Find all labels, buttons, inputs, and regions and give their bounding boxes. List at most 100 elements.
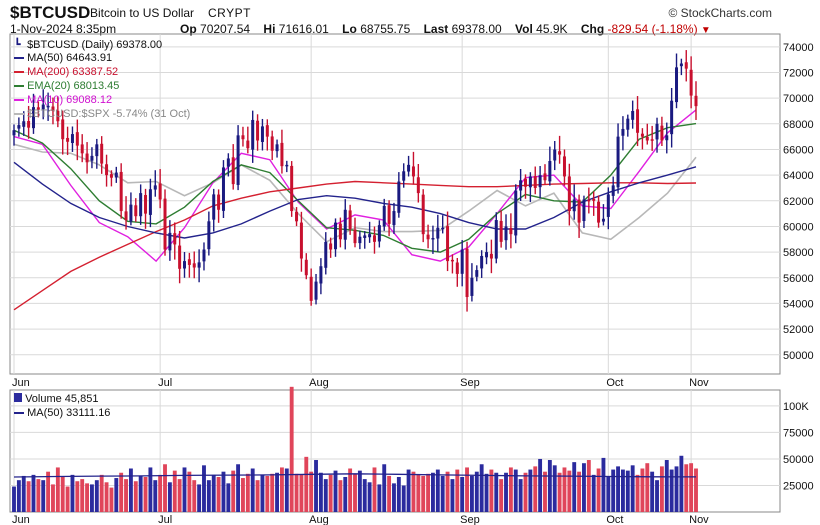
candle (70, 126, 74, 152)
volume-bar (85, 483, 90, 512)
price-tick-label: 58000 (783, 247, 814, 259)
volume-bar (572, 462, 577, 512)
candle-body (158, 183, 162, 200)
candle-body (51, 106, 55, 111)
candle (597, 195, 601, 228)
volume-bar (148, 467, 153, 512)
candle (265, 119, 269, 151)
candle-body (36, 107, 40, 110)
candle (465, 241, 469, 312)
candle-body (494, 220, 498, 259)
last-value: 69378.00 (451, 22, 502, 36)
candle (197, 249, 201, 283)
volume-bar (528, 469, 533, 512)
candle (105, 154, 109, 187)
candle-body (650, 139, 654, 141)
candle-body (543, 173, 547, 181)
candle-body (270, 136, 274, 151)
indicator-lines (13, 109, 697, 311)
volume-bar (270, 473, 275, 512)
line-swatch-icon (14, 412, 24, 415)
volume-x-tick-label: Jun (12, 514, 30, 525)
candle (100, 136, 104, 174)
open-label: Op (180, 22, 197, 36)
x-tick-label: Sep (460, 377, 480, 389)
candle (504, 214, 508, 250)
volume-bar (377, 484, 382, 512)
candle (582, 195, 586, 228)
candle (212, 188, 216, 232)
volume-bar (104, 482, 109, 512)
volume-bar (679, 455, 684, 512)
high-label: Hi (263, 22, 276, 36)
candle (421, 189, 425, 243)
candle (577, 194, 581, 238)
candle (75, 119, 79, 161)
vol-value: 45.9K (536, 22, 568, 36)
candle-body (431, 238, 435, 240)
symbol: $BTCUSD (10, 3, 91, 22)
volume-bar (26, 481, 31, 512)
candle-body (601, 218, 605, 222)
candle (660, 116, 664, 147)
legend-ma50: MA(50) 64643.91 (14, 52, 112, 64)
candle-body (689, 69, 693, 96)
candle (114, 166, 118, 183)
x-tick-label: Aug (309, 377, 329, 389)
legend-spx-text: $BTCUSD:$SPX -5.74% (31 Oct) (27, 108, 191, 120)
volume-bar (547, 460, 552, 512)
candle (426, 224, 430, 249)
datetime: 1-Nov-2024 8:35pm (10, 22, 117, 36)
volume-bar (245, 473, 250, 512)
candle-body (100, 143, 104, 164)
candle (280, 129, 284, 174)
volume-bar (133, 481, 138, 512)
candle-body (80, 144, 84, 154)
candle (455, 257, 459, 287)
volume-bar (143, 476, 148, 512)
candle-body (260, 126, 264, 142)
candle (51, 97, 55, 125)
volume-bar (206, 480, 211, 512)
candle-body (621, 128, 625, 136)
volume-bar (455, 469, 460, 512)
candle-body (290, 165, 294, 212)
candle-body (694, 95, 698, 107)
volume-ma50-line (13, 473, 697, 478)
candle-body (168, 232, 172, 251)
volume-bar (284, 468, 289, 512)
candle (178, 230, 182, 284)
volume-bar (694, 468, 698, 512)
candle-body (41, 104, 45, 110)
volume-bar (401, 485, 406, 512)
candle-body (197, 262, 201, 268)
brand[interactable]: © StockCharts.com (668, 6, 772, 20)
candle-body (353, 229, 357, 244)
candle-body (31, 107, 35, 129)
volume-tick-label: 25000 (783, 480, 814, 492)
volume-bar (543, 471, 547, 512)
candle (314, 273, 318, 305)
candle (275, 139, 279, 158)
volume-bar (640, 468, 645, 512)
price-tick-label: 74000 (783, 42, 814, 54)
candle (592, 191, 596, 216)
candle (163, 189, 167, 256)
volume-bar (659, 466, 664, 512)
x-axis: Jun Jul Aug Sep Oct Nov (12, 377, 709, 389)
price-y-axis: 50000 52000 54000 56000 58000 60000 62000 64000… (783, 42, 814, 362)
volume-x-tick-label: Aug (309, 514, 329, 525)
volume-y-axis: 25000 50000 75000 100K (783, 401, 814, 493)
volume-tick-label: 100K (783, 401, 809, 413)
legend-ma10-text: MA(10) 69088.12 (27, 94, 113, 106)
ma50-line (13, 161, 697, 239)
candle-body (397, 181, 401, 213)
candle-body (12, 130, 16, 136)
candle-body (514, 190, 518, 236)
candle-body (572, 199, 576, 212)
volume-bar (55, 467, 60, 512)
candle-body (411, 166, 415, 177)
candle (368, 221, 372, 243)
volume-bar (80, 479, 85, 512)
candle (22, 111, 26, 136)
